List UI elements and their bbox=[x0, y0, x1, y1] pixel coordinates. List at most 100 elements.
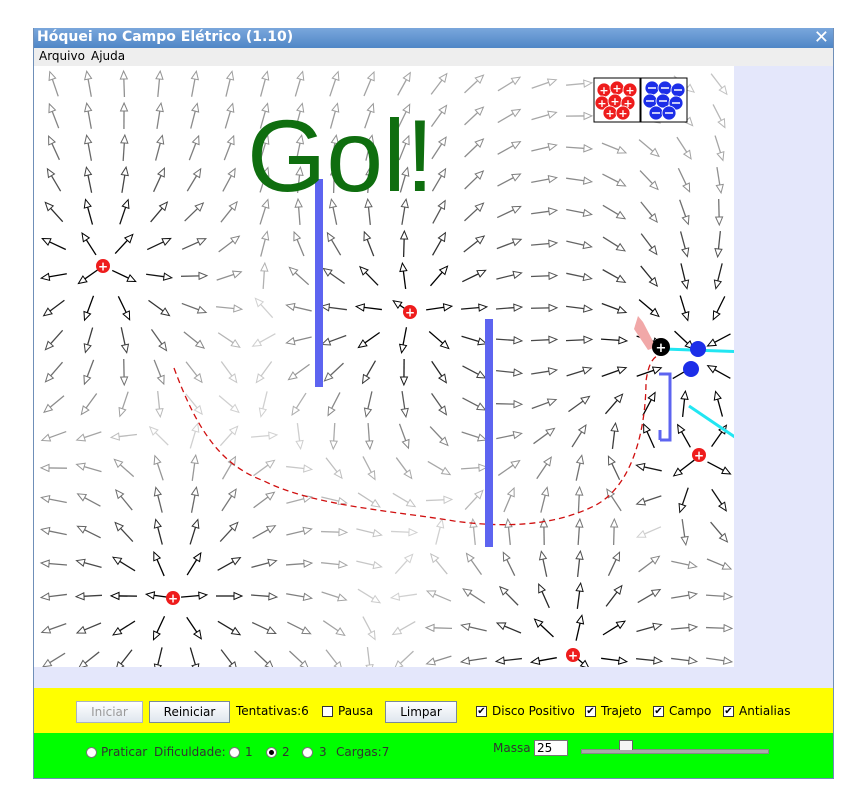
field-arrow bbox=[287, 621, 312, 635]
field-arrow bbox=[464, 170, 485, 190]
reset-button[interactable]: Reiniciar bbox=[149, 701, 230, 723]
field-arrow bbox=[354, 303, 382, 312]
negative-charge-bin[interactable] bbox=[640, 77, 688, 123]
field-arrow bbox=[711, 488, 727, 512]
field-arrow bbox=[600, 336, 629, 345]
pause-checkbox[interactable] bbox=[322, 706, 333, 717]
field-arrow bbox=[530, 271, 559, 281]
field-arrow bbox=[287, 363, 310, 381]
field-arrow bbox=[636, 656, 664, 665]
practice-radio[interactable] bbox=[86, 747, 97, 758]
close-icon[interactable]: ✕ bbox=[813, 27, 829, 48]
field-arrow bbox=[320, 527, 349, 537]
field-arrow bbox=[322, 267, 345, 285]
field-arrow bbox=[325, 457, 343, 480]
field-arrow bbox=[460, 303, 489, 312]
goal-message: Gol! bbox=[247, 99, 434, 213]
hockey-puck[interactable]: + bbox=[652, 338, 670, 356]
field-arrow bbox=[424, 623, 453, 633]
field-arrow bbox=[712, 296, 726, 321]
negative-charge[interactable] bbox=[690, 341, 706, 357]
field-arrow bbox=[398, 134, 410, 161]
field-arrow bbox=[533, 618, 554, 638]
field-arrow bbox=[391, 620, 416, 636]
field-arrow bbox=[155, 101, 164, 129]
start-button[interactable]: Iniciar bbox=[76, 701, 143, 723]
field-arrow bbox=[531, 207, 559, 216]
positive-charge[interactable]: + bbox=[403, 305, 417, 320]
field-arrow bbox=[635, 462, 662, 472]
trace-checkbox[interactable]: ✔ bbox=[585, 706, 596, 717]
field-arrow bbox=[601, 142, 628, 154]
negative-charge[interactable] bbox=[683, 361, 699, 377]
field-arrow bbox=[425, 590, 452, 602]
mass-slider-thumb[interactable] bbox=[618, 740, 633, 750]
mass-label: Massa bbox=[493, 741, 531, 755]
field-arrow bbox=[221, 488, 237, 512]
bin-positive-sign: + bbox=[625, 84, 634, 97]
field-arrow bbox=[568, 395, 591, 413]
field-arrow bbox=[499, 585, 519, 606]
field-arrow bbox=[393, 650, 414, 670]
positive-disk-checkbox[interactable]: ✔ bbox=[476, 706, 487, 717]
field-arrow bbox=[677, 423, 691, 448]
field-arrow bbox=[259, 198, 270, 225]
field-arrow bbox=[530, 303, 559, 313]
field-arrow bbox=[398, 423, 410, 450]
bin-positive-sign: + bbox=[597, 97, 606, 110]
mass-slider-track[interactable] bbox=[581, 749, 769, 754]
field-arrow bbox=[48, 135, 61, 161]
field-arrow bbox=[638, 139, 660, 158]
field-arrow bbox=[461, 335, 488, 346]
field-arrow bbox=[640, 201, 658, 224]
field-arrow bbox=[44, 201, 64, 223]
field-arrow bbox=[672, 459, 695, 477]
field-checkbox[interactable]: ✔ bbox=[653, 706, 664, 717]
field-arrow bbox=[40, 526, 67, 536]
level-2-radio[interactable] bbox=[266, 747, 277, 758]
field-canvas[interactable]: Gol! + + ++ + ++ + +++++ + bbox=[34, 66, 835, 675]
field-arrow bbox=[565, 144, 594, 153]
field-arrow bbox=[188, 134, 200, 161]
field-arrow bbox=[602, 269, 627, 283]
practice-label: Praticar bbox=[101, 745, 148, 759]
field-arrow bbox=[39, 272, 67, 281]
positive-charge[interactable]: + bbox=[566, 648, 580, 663]
field-arrow bbox=[714, 198, 724, 227]
hockey-field[interactable]: Gol! + + + + + + + + + + + + + + bbox=[34, 66, 835, 675]
level-3-radio[interactable] bbox=[302, 747, 313, 758]
antialias-label: Antialias bbox=[739, 704, 791, 718]
field-arrow bbox=[153, 454, 164, 481]
level-1-radio[interactable] bbox=[229, 747, 240, 758]
settings-panel: Praticar Dificuldade: 1 2 3 Cargas:7 Mas… bbox=[34, 733, 833, 778]
field-arrow bbox=[356, 528, 383, 538]
mass-input[interactable]: 25 bbox=[534, 740, 568, 756]
field-arrow bbox=[395, 457, 413, 480]
field-arrow bbox=[539, 517, 549, 546]
field-arrow bbox=[321, 496, 348, 506]
positive-charge-bin[interactable]: + + ++ + ++ + bbox=[593, 77, 641, 123]
menu-arquivo[interactable]: Arquivo bbox=[39, 49, 85, 63]
field-arrow bbox=[636, 622, 663, 633]
field-arrow bbox=[531, 78, 558, 89]
svg-text:+: + bbox=[694, 449, 704, 463]
field-arrow bbox=[610, 421, 619, 449]
field-arrow bbox=[220, 361, 238, 384]
positive-charge[interactable]: + bbox=[96, 259, 110, 274]
field-arrow bbox=[495, 622, 522, 634]
menu-ajuda[interactable]: Ajuda bbox=[91, 49, 126, 63]
field-arrow bbox=[150, 201, 169, 223]
field-arrow bbox=[392, 492, 417, 508]
field-arrow bbox=[462, 588, 486, 604]
antialias-checkbox[interactable]: ✔ bbox=[723, 706, 734, 717]
positive-charge[interactable]: + bbox=[692, 448, 706, 463]
field-arrow bbox=[219, 521, 239, 542]
clear-button[interactable]: Limpar bbox=[385, 701, 457, 723]
field-arrow bbox=[329, 70, 340, 97]
field-arrow bbox=[46, 167, 62, 192]
field-arrow bbox=[365, 647, 374, 675]
positive-charge[interactable]: + bbox=[166, 591, 180, 606]
field-arrow bbox=[566, 366, 593, 377]
field-arrow bbox=[496, 368, 524, 377]
difficulty-label: Dificuldade: bbox=[154, 745, 226, 759]
